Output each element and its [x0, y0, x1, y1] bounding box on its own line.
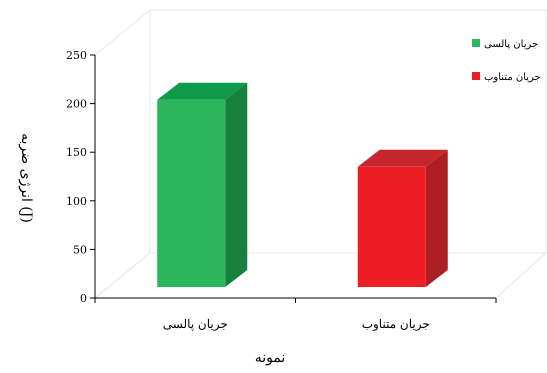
bar-front — [157, 99, 226, 287]
legend-swatch — [472, 39, 480, 47]
x-category-labels: جریان پالسی جریان متناوب — [163, 317, 430, 331]
bar-front — [357, 166, 426, 287]
bar-top — [157, 82, 248, 100]
legend-label: جریان پالسی — [484, 39, 538, 50]
x-category-label: جریان پالسی — [163, 317, 228, 331]
y-tick-label: 200 — [66, 98, 87, 111]
bar-2 — [357, 149, 448, 287]
bar-top — [357, 149, 448, 167]
left-wall — [94, 8, 151, 300]
x-axis-title: نمونه — [255, 350, 286, 366]
legend-label: جریان متناوب — [484, 72, 541, 83]
axes-group — [90, 54, 497, 303]
y-tick-label: 50 — [73, 243, 87, 256]
legend: جریان پالسی جریان متناوب — [472, 39, 541, 83]
y-tick-label: 150 — [66, 146, 87, 159]
y-tick-labels: 0 50 100 150 200 250 — [66, 49, 87, 305]
bars-group — [157, 82, 448, 287]
bar-side — [425, 149, 448, 287]
y-axis-title: انرژی ضربه (J) — [18, 133, 34, 223]
bar-side — [225, 82, 248, 287]
y-tick-label: 0 — [80, 292, 87, 305]
x-category-label: جریان متناوب — [362, 317, 430, 331]
y-tick-label: 100 — [66, 195, 87, 208]
legend-swatch — [472, 72, 480, 80]
bar-1 — [157, 82, 248, 287]
y-tick-label: 250 — [66, 49, 87, 62]
